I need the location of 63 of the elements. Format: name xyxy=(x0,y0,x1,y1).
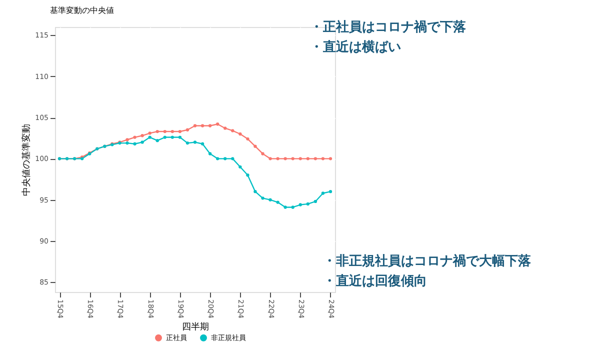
point xyxy=(224,157,227,160)
point xyxy=(231,129,234,132)
point xyxy=(291,206,294,209)
point xyxy=(254,190,257,194)
point xyxy=(246,137,250,141)
point xyxy=(328,190,332,194)
point xyxy=(261,196,264,200)
point xyxy=(328,157,332,160)
point xyxy=(268,157,272,160)
point xyxy=(148,132,152,135)
point xyxy=(238,165,242,168)
point xyxy=(156,130,159,134)
point xyxy=(314,200,318,204)
point xyxy=(140,140,144,144)
point xyxy=(238,132,242,136)
point xyxy=(208,152,212,156)
point xyxy=(126,141,129,145)
point xyxy=(261,152,264,156)
point xyxy=(231,157,234,160)
point xyxy=(298,203,302,206)
point xyxy=(284,206,287,209)
point xyxy=(186,141,190,145)
point xyxy=(178,130,182,134)
annotation: ・正社員はコロナ禍で下落 xyxy=(310,19,467,35)
point xyxy=(298,157,302,160)
point xyxy=(306,202,310,206)
point xyxy=(170,130,174,134)
point xyxy=(163,130,166,134)
point xyxy=(216,122,220,126)
point xyxy=(306,157,310,160)
point xyxy=(193,124,197,128)
annotation: ・非正規社員はコロナ禍で大幅下落 xyxy=(323,253,532,269)
y-axis-title: 中央値の基準変動 xyxy=(21,124,32,196)
point xyxy=(170,136,174,139)
chart-title: 基準変動の中央値 xyxy=(50,6,114,15)
point xyxy=(291,157,294,160)
point xyxy=(276,157,280,160)
point xyxy=(284,157,287,160)
point xyxy=(178,136,182,139)
point xyxy=(200,142,204,146)
point xyxy=(193,140,197,144)
point xyxy=(126,138,129,142)
point xyxy=(133,142,136,146)
point xyxy=(208,124,212,128)
point xyxy=(133,136,136,139)
point xyxy=(200,124,204,128)
point xyxy=(268,198,272,202)
point xyxy=(321,192,325,195)
point xyxy=(156,138,159,142)
point xyxy=(216,157,220,160)
point xyxy=(321,157,325,160)
annotation: ・直近は横ばい xyxy=(310,39,401,55)
x-axis-title: 四半期 xyxy=(182,321,209,332)
point xyxy=(148,136,152,139)
annotation: ・直近は回復傾向 xyxy=(323,273,427,289)
point xyxy=(314,157,318,160)
point xyxy=(246,174,250,177)
point xyxy=(186,128,190,132)
point xyxy=(140,134,144,138)
point xyxy=(276,200,280,204)
point xyxy=(163,136,166,139)
point xyxy=(224,126,227,130)
point xyxy=(254,144,257,148)
